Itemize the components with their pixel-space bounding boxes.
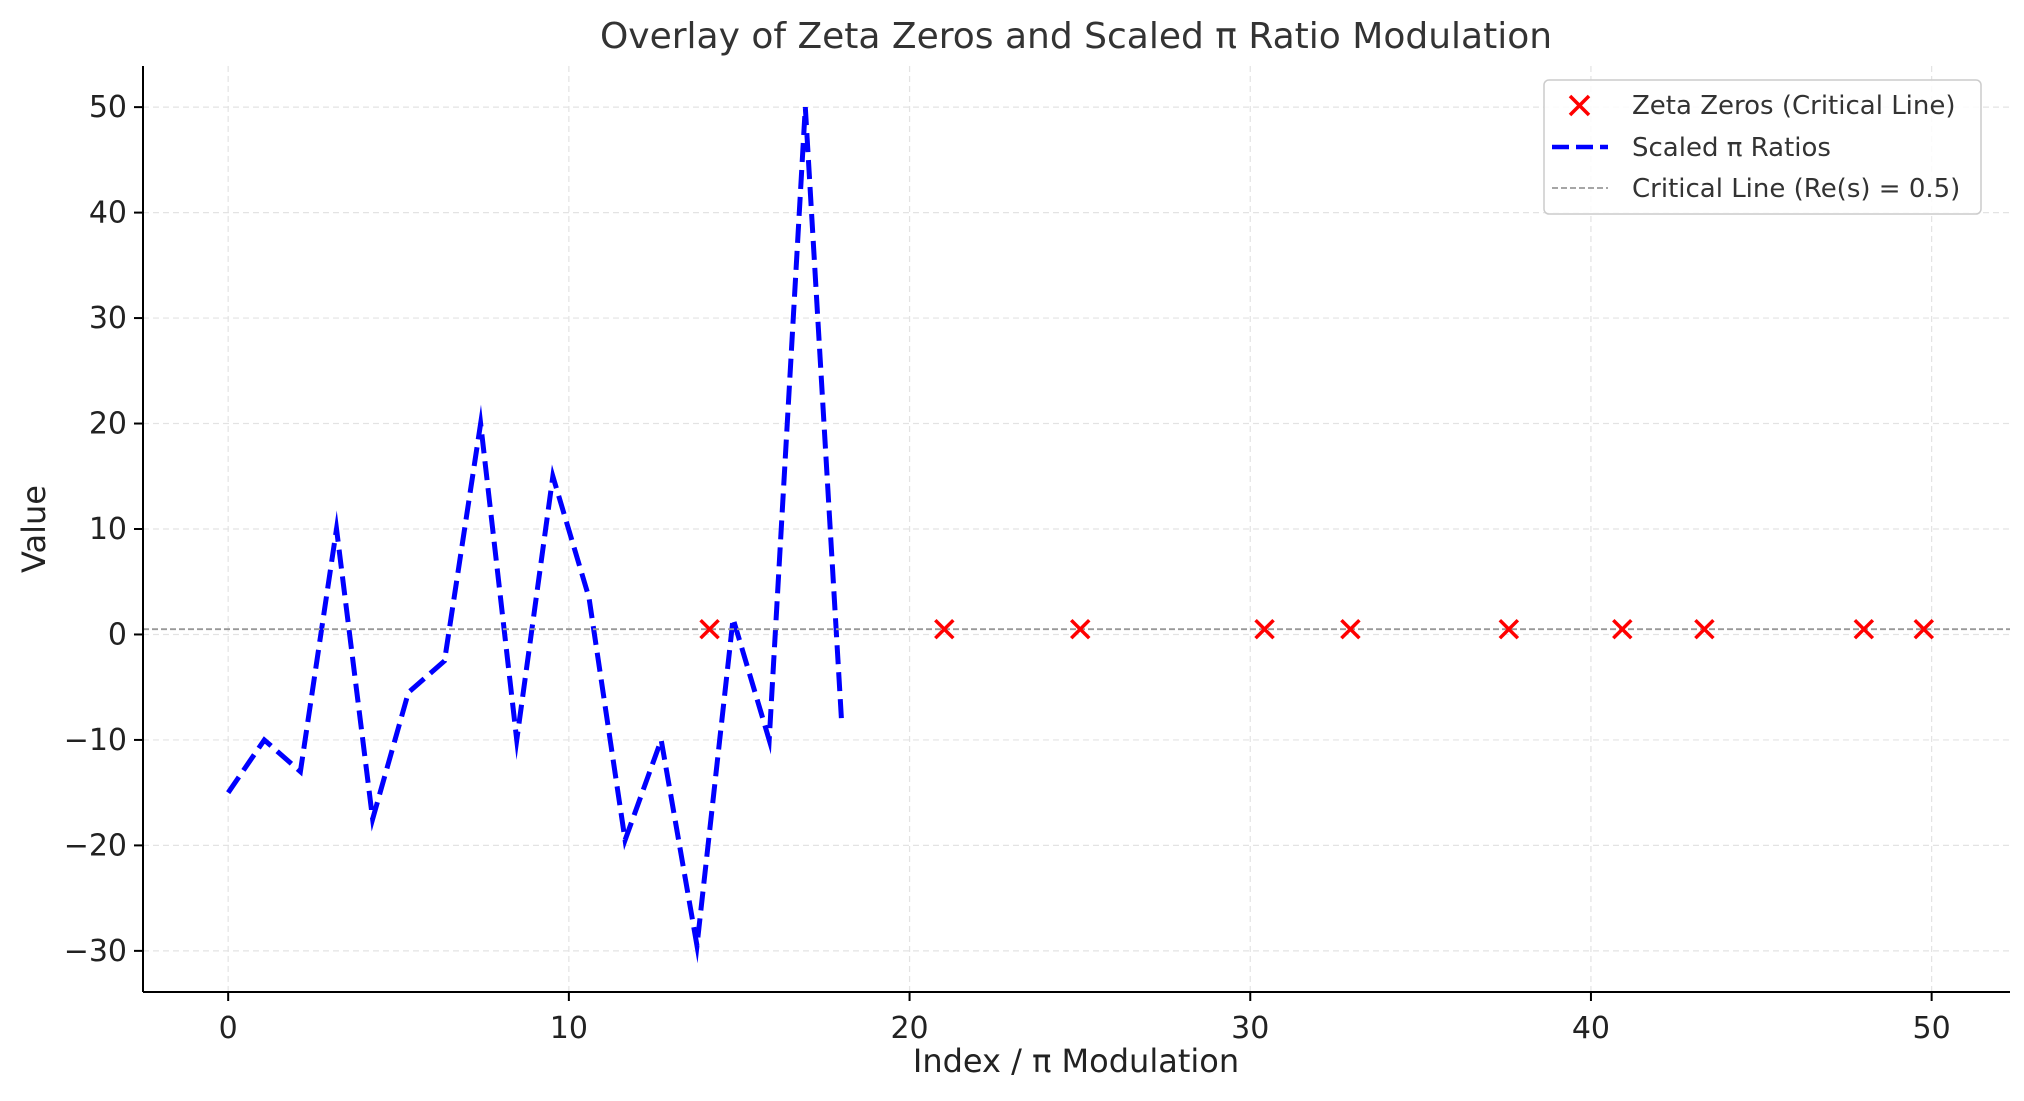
x-tick-label: 50 xyxy=(1913,1011,1951,1046)
ticks-layer: 0 10 20 30 40 50 −30 −20 −10 0 10 20 30 40 50 xyxy=(64,90,1951,1046)
zeta-zero-marker-stroke xyxy=(1913,618,1935,640)
y-tick-label: 20 xyxy=(89,407,127,442)
zeta-zero-marker xyxy=(1853,618,1875,640)
y-tick-label: −20 xyxy=(64,828,127,863)
zeta-zero-marker-stroke xyxy=(1694,618,1715,640)
zeta-zero-marker xyxy=(1070,618,1091,640)
y-tick-label: −30 xyxy=(64,934,127,969)
x-tick-label: 10 xyxy=(550,1011,588,1046)
scaled-pi-ratios-line xyxy=(226,106,844,964)
y-tick-label: 10 xyxy=(89,512,127,547)
x-tick-label: 30 xyxy=(1231,1011,1269,1046)
y-tick-label: −10 xyxy=(64,723,127,758)
legend-marker-zeta-zeros xyxy=(1568,94,1591,117)
y-tick-label: 50 xyxy=(89,90,127,125)
y-tick-label: 0 xyxy=(108,617,127,652)
x-tick-label: 20 xyxy=(890,1011,928,1046)
x-tick-label: 40 xyxy=(1572,1011,1610,1046)
zeta-zero-marker xyxy=(1694,618,1715,640)
zeta-zero-marker-stroke xyxy=(699,618,720,640)
zeta-zero-marker xyxy=(699,618,720,640)
y-axis-label: Value xyxy=(15,485,53,573)
zeta-zero-marker-stroke xyxy=(1498,618,1520,640)
zeta-zero-marker-stroke xyxy=(1612,618,1633,640)
zeta-zero-marker xyxy=(934,618,955,640)
zeta-zero-marker xyxy=(1498,618,1520,640)
chart-title: Overlay of Zeta Zeros and Scaled π Ratio… xyxy=(600,16,1552,57)
x-tick-label: 0 xyxy=(219,1011,238,1046)
legend-label-zeta-zeros: Zeta Zeros (Critical Line) xyxy=(1632,91,1956,121)
zeta-zero-marker xyxy=(1913,618,1935,640)
zeta-zero-marker-stroke xyxy=(1340,618,1361,640)
x-axis-label: Index / π Modulation xyxy=(913,1042,1239,1080)
zeta-zero-marker xyxy=(1340,618,1361,640)
legend-label-critical-line: Critical Line (Re(s) = 0.5) xyxy=(1632,174,1960,204)
zeta-zero-marker xyxy=(1612,618,1633,640)
zeta-zero-marker-stroke xyxy=(934,618,955,640)
y-tick-label: 30 xyxy=(89,301,127,336)
data-layer xyxy=(143,106,2010,964)
y-tick-label: 40 xyxy=(89,196,127,231)
zeta-zero-marker xyxy=(1254,618,1275,640)
legend-box xyxy=(1543,79,1982,215)
legend: Zeta Zeros (Critical Line) Scaled π Rati… xyxy=(1543,79,1982,215)
legend-label-scaled-pi-ratios: Scaled π Ratios xyxy=(1632,133,1831,163)
zeta-zero-marker-stroke xyxy=(1254,618,1275,640)
zeta-zero-marker-stroke xyxy=(1853,618,1875,640)
zeta-zero-marker-stroke xyxy=(1070,618,1091,640)
